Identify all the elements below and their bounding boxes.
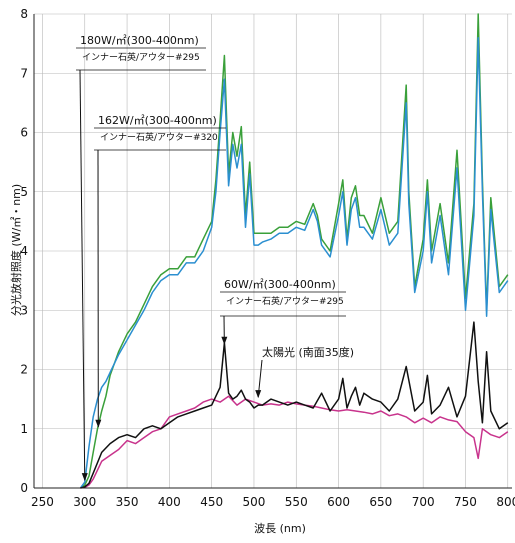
annotation-arrowhead xyxy=(255,390,262,399)
x-tick-label: 400 xyxy=(158,495,181,509)
annotation-arrowhead xyxy=(221,336,228,345)
annotation-label-magenta: 太陽光 (南面35度) xyxy=(262,345,354,359)
y-tick-label: 6 xyxy=(20,126,28,140)
annotation-label-black: 60W/㎡(300-400nm) xyxy=(224,278,336,291)
y-tick-label: 3 xyxy=(20,303,28,317)
y-tick-label: 5 xyxy=(20,185,28,199)
x-tick-label: 700 xyxy=(412,495,435,509)
x-tick-label: 500 xyxy=(243,495,266,509)
y-tick-label: 4 xyxy=(20,244,28,258)
annotation-pointer xyxy=(79,69,86,481)
annotation-label-blue: 162W/㎡(300-400nm) xyxy=(98,114,217,127)
annotation-label-green: 180W/㎡(300-400nm) xyxy=(80,34,199,47)
annotation-arrowhead xyxy=(81,473,88,482)
annotation-arrowhead xyxy=(95,419,102,428)
x-tick-label: 550 xyxy=(285,495,308,509)
x-axis-title: 波長 (nm) xyxy=(254,522,306,535)
series-line-blue xyxy=(79,36,509,489)
x-tick-label: 800 xyxy=(496,495,515,509)
x-tick-label: 350 xyxy=(116,495,139,509)
y-tick-label: 1 xyxy=(20,422,28,436)
x-tick-label: 250 xyxy=(31,495,54,509)
y-axis-title: 分光放射照度 (W/㎡・nm) xyxy=(9,184,23,316)
y-tick-label: 2 xyxy=(20,363,28,377)
y-tick-label: 7 xyxy=(20,66,28,80)
x-tick-label: 600 xyxy=(327,495,350,509)
series-lines xyxy=(79,13,509,489)
x-tick-label: 650 xyxy=(369,495,392,509)
annotation-sub-black: インナー石英/アウター#295 xyxy=(226,295,344,307)
annotations: 180W/㎡(300-400nm) インナー石英/アウター#295 162W/㎡(3… xyxy=(76,34,354,482)
x-tick-label: 450 xyxy=(200,495,223,509)
x-tick-label: 300 xyxy=(73,495,96,509)
axes: 250 300 350 400 450 500 550 600 650 700 750 800 0 1 2 3… xyxy=(20,7,515,509)
x-tick-label: 750 xyxy=(454,495,477,509)
y-tick-label: 0 xyxy=(20,481,28,495)
annotation-sub-blue: インナー石英/アウター#320 xyxy=(100,131,218,143)
annotation-sub-green: インナー石英/アウター#295 xyxy=(82,51,200,63)
series-line-black xyxy=(80,321,509,489)
y-tick-label: 8 xyxy=(20,7,28,21)
